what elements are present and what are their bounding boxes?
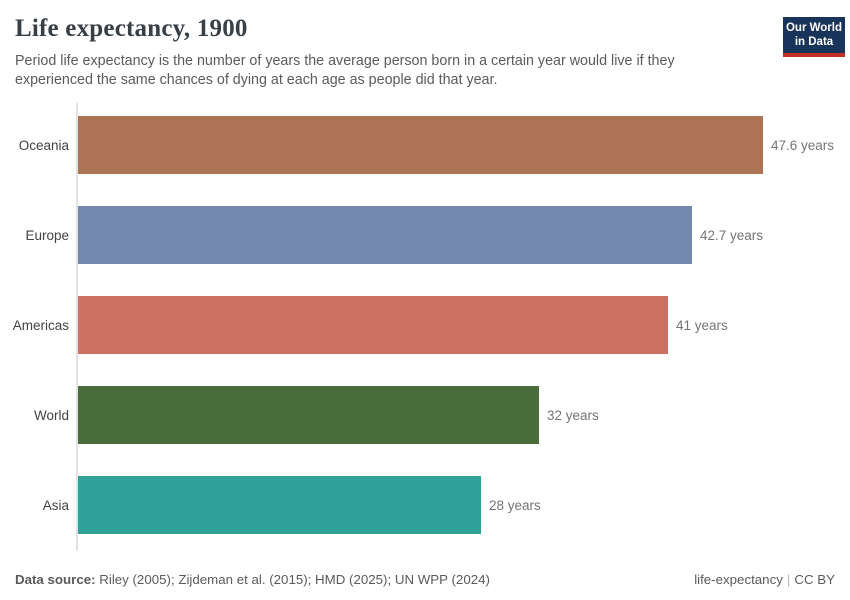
category-label: Oceania xyxy=(18,137,69,153)
chart-row: Asia 28 years xyxy=(0,460,850,550)
category-label: Asia xyxy=(42,497,69,513)
value-label: 32 years xyxy=(547,407,599,423)
chart-rows: Oceania 47.6 years Europe 42.7 years Ame… xyxy=(0,100,850,550)
value-label: 47.6 years xyxy=(771,137,835,153)
chart-row: Oceania 47.6 years xyxy=(0,100,850,190)
y-axis-line xyxy=(76,103,78,551)
bar xyxy=(78,476,481,534)
bar xyxy=(78,116,763,174)
owid-logo-line1: Our World xyxy=(785,22,842,34)
category-label: Europe xyxy=(25,227,69,243)
bar-cell: 47.6 years xyxy=(78,100,850,190)
chart-header: Life expectancy, 1900 Period life expect… xyxy=(0,0,850,90)
value-label: 42.7 years xyxy=(700,227,764,243)
footer-right: life-expectancy | CC BY xyxy=(694,572,835,587)
data-source-text: Riley (2005); Zijdeman et al. (2015); HM… xyxy=(95,572,490,587)
chart-subtitle: Period life expectancy is the number of … xyxy=(15,53,675,88)
chart-title: Life expectancy, 1900 xyxy=(15,15,248,42)
footer-separator: | xyxy=(786,572,791,587)
value-label: 41 years xyxy=(676,317,728,333)
bar xyxy=(78,206,692,264)
chart-slug: life-expectancy xyxy=(694,572,783,587)
data-source-label: Data source: xyxy=(15,572,96,587)
category-label: Americas xyxy=(12,317,69,333)
bar-chart: Oceania 47.6 years Europe 42.7 years Ame… xyxy=(0,100,850,551)
data-source-note: Data source: Riley (2005); Zijdeman et a… xyxy=(15,572,490,587)
license-badge: CC BY xyxy=(794,572,835,587)
bar-cell: 41 years xyxy=(78,280,850,370)
bar xyxy=(78,386,539,444)
bar-cell: 32 years xyxy=(78,370,850,460)
chart-row: Europe 42.7 years xyxy=(0,190,850,280)
bar-cell: 42.7 years xyxy=(78,190,850,280)
owid-logo: Our World in Data xyxy=(783,17,845,58)
bar xyxy=(78,296,668,354)
chart-row: Americas 41 years xyxy=(0,280,850,370)
owid-logo-line2: in Data xyxy=(794,36,834,49)
category-label: World xyxy=(33,407,69,423)
bar-cell: 28 years xyxy=(78,460,850,550)
value-label: 28 years xyxy=(489,497,541,513)
chart-footer: Data source: Riley (2005); Zijdeman et a… xyxy=(15,572,835,587)
chart-row: World 32 years xyxy=(0,370,850,460)
